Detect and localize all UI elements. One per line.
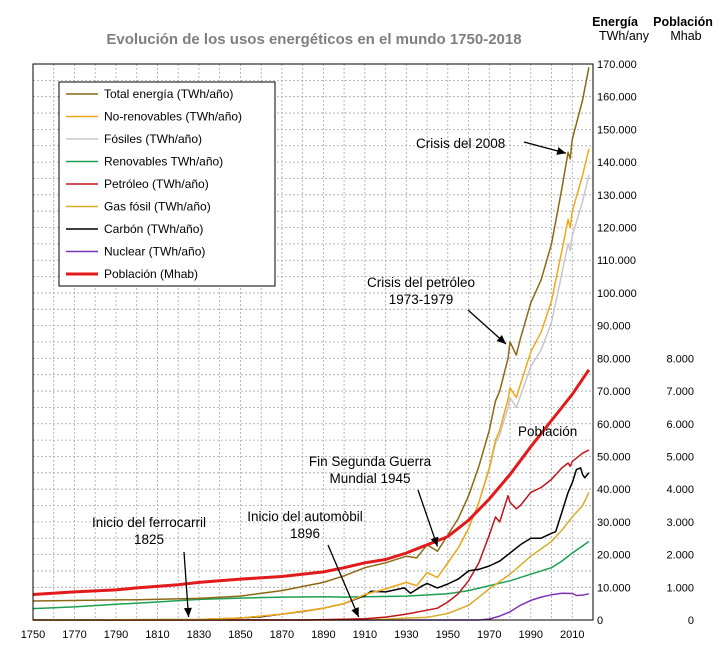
energy-y-tick-label: 140.000 xyxy=(597,157,637,169)
energy-y-tick-label: 30.000 xyxy=(597,517,631,529)
population-axis-header: Población xyxy=(653,15,713,29)
annotation-arrow-line xyxy=(327,544,360,618)
population-y-tick-label: 4.000 xyxy=(666,484,694,496)
energy-y-tick-label: 150.000 xyxy=(597,124,637,136)
legend-label: Fósiles (TWh/año) xyxy=(104,132,202,146)
series-layer xyxy=(32,67,591,621)
x-tick-label: 1850 xyxy=(228,629,252,641)
annotation-automobile-line2: 1896 xyxy=(290,526,320,541)
energy-y-tick-label: 10.000 xyxy=(597,582,631,594)
x-tick-label: 1790 xyxy=(104,629,128,641)
energy-y-tick-label: 80.000 xyxy=(597,353,631,365)
x-axis: 1750 1770 1790 1810 1830 1850 1870 1890 1910 1930… xyxy=(21,629,585,641)
annotation-arrow-head xyxy=(430,536,439,547)
legend-label: Población (Mhab) xyxy=(104,267,198,281)
population-y-tick-label: 1.000 xyxy=(666,582,694,594)
series-line xyxy=(33,592,590,621)
energy-y-tick-label: 50.000 xyxy=(597,451,631,463)
energy-y-tick-label: 0 xyxy=(597,615,603,627)
energy-y-tick-label: 70.000 xyxy=(597,386,631,398)
annotation-ww2-line2: Mundial 1945 xyxy=(329,471,410,486)
annotation-arrow-head xyxy=(496,335,506,344)
energy-axis-header: Energía xyxy=(592,15,639,29)
legend-label: Nuclear (TWh/año) xyxy=(104,245,205,259)
population-y-tick-label: 3.000 xyxy=(666,517,694,529)
annotation-arrow-head xyxy=(556,147,567,155)
energy-y-tick-label: 130.000 xyxy=(597,190,637,202)
energy-y-tick-label: 160.000 xyxy=(597,92,637,104)
legend-label: Total energía (TWh/año) xyxy=(104,87,233,101)
grid xyxy=(33,64,593,620)
energy-y-tick-label: 100.000 xyxy=(597,288,637,300)
annotation-population-text: Población xyxy=(518,424,577,439)
population-y-tick-label: 6.000 xyxy=(666,419,694,431)
population-y-tick-label: 0 xyxy=(688,615,694,627)
legend-label: Gas fósil (TWh/año) xyxy=(104,200,211,214)
energy-y-tick-label: 60.000 xyxy=(597,419,631,431)
population-y-tick-label: 5.000 xyxy=(666,451,694,463)
annotation-oil-crisis-line1: Crisis del petróleo xyxy=(367,275,475,290)
legend-label: Carbón (TWh/año) xyxy=(104,222,203,236)
energy-axis-unit: TWh/any xyxy=(599,29,650,43)
legend-label: Petróleo (TWh/año) xyxy=(104,177,209,191)
series-line xyxy=(32,148,590,621)
annotations: Crisis del 2008 Crisis del petróleo 1973… xyxy=(92,136,577,618)
x-tick-label: 1990 xyxy=(519,629,543,641)
population-y-tick-label: 7.000 xyxy=(666,386,694,398)
annotation-oil-crisis-line2: 1973-1979 xyxy=(389,292,454,307)
population-y-tick-label: 2.000 xyxy=(666,550,694,562)
x-tick-label: 1750 xyxy=(21,629,45,641)
series-line xyxy=(33,449,590,621)
x-tick-label: 1770 xyxy=(62,629,86,641)
legend-label: Renovables TWh/año) xyxy=(104,155,223,169)
legend-label: No-renovables (TWh/año) xyxy=(104,110,242,124)
x-tick-label: 1910 xyxy=(353,629,377,641)
annotation-automobile-line1: Inicio del automòbil xyxy=(247,509,363,524)
annotation-arrows xyxy=(183,141,567,618)
x-tick-label: 1870 xyxy=(270,629,294,641)
x-tick-label: 1970 xyxy=(477,629,501,641)
x-tick-label: 1810 xyxy=(145,629,169,641)
series-line xyxy=(32,67,590,602)
annotation-arrow-line xyxy=(183,551,190,618)
x-tick-label: 1890 xyxy=(311,629,335,641)
energy-y-tick-label: 90.000 xyxy=(597,321,631,333)
x-tick-label: 2010 xyxy=(560,629,584,641)
series-line xyxy=(32,540,590,610)
x-tick-label: 1930 xyxy=(394,629,418,641)
series-line xyxy=(33,492,590,621)
energy-y-tick-label: 20.000 xyxy=(597,550,631,562)
annotation-railway-line1: Inicio del ferrocarril xyxy=(92,515,206,530)
annotation-arrow-head xyxy=(351,607,359,617)
annotation-arrow-head xyxy=(183,607,192,617)
chart-title: Evolución de los usos energéticos en el … xyxy=(106,31,521,48)
energy-y-axis: 0 10.000 20.000 30.000 40.000 50.000 60.000 70.… xyxy=(597,59,637,627)
annotation-arrow-line xyxy=(417,489,439,547)
population-axis-unit: Mhab xyxy=(670,29,701,43)
annotation-ww2-line1: Fin Segunda Guerra xyxy=(309,454,432,469)
population-y-tick-label: 8.000 xyxy=(666,353,694,365)
annotation-railway-line2: 1825 xyxy=(134,532,164,547)
plot-frame xyxy=(32,63,594,621)
energy-y-tick-label: 170.000 xyxy=(597,59,637,71)
population-y-axis: 0 1.000 2.000 3.000 4.000 5.000 6.000 7.000 8.00… xyxy=(666,353,694,627)
energy-y-tick-label: 40.000 xyxy=(597,484,631,496)
x-tick-label: 1950 xyxy=(436,629,460,641)
annotation-crisis-2008-text: Crisis del 2008 xyxy=(416,136,505,151)
energy-y-tick-label: 110.000 xyxy=(597,255,636,267)
legend: Total energía (TWh/año) No-renovables (TW… xyxy=(58,81,276,287)
x-tick-label: 1830 xyxy=(187,629,211,641)
energy-y-tick-label: 120.000 xyxy=(597,223,637,235)
series-line xyxy=(32,368,591,596)
